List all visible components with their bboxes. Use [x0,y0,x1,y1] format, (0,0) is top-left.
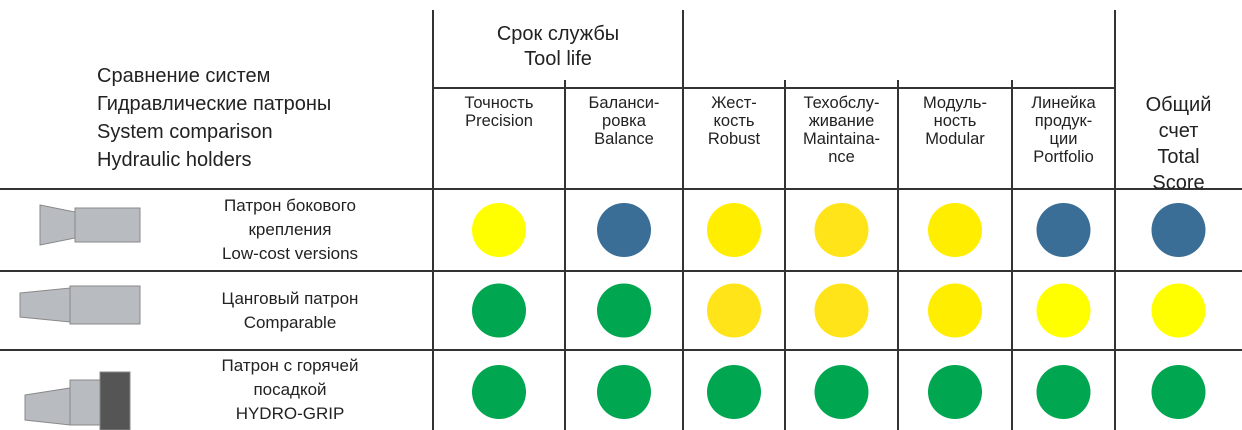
text-line: Hydraulic holders [97,149,252,171]
text-line: продук- [1034,112,1093,130]
rating-dot [707,203,761,257]
rating-dot [1151,283,1206,338]
text-line: живание [808,112,875,130]
text-line: Гидравлические патроны [97,93,332,115]
text-line: Portfolio [1033,148,1094,166]
text-line: Техобслу- [803,94,880,112]
text-line: ровка [602,112,646,130]
row-label: Патрон с горячей посадкой HYDRO-GRIP [160,354,420,426]
text-line: Жест- [711,94,757,112]
rating-dot [597,203,651,257]
text-line: ность [933,112,977,130]
column-header: Точность Precision [433,94,565,130]
rating-dot [814,203,869,257]
rating-dot [814,283,869,338]
column-header: Модуль-ность Modular [898,94,1012,148]
column-header: Баланси-ровка Balance [565,94,683,148]
rating-dot [472,283,526,338]
column-header: Техобслу-живание Maintaina-nce [785,94,898,166]
text-line: Срок службы [496,23,620,45]
text-line: крепления [248,220,332,239]
text-line: Сравнение систем [97,65,271,87]
tool-image [19,204,141,430]
text-line: Точность [464,94,534,112]
text-line: System comparison [97,121,273,143]
rating-dot [928,365,982,419]
text-line: ции [1049,130,1078,148]
rating-dot [707,283,761,338]
rating-dot [814,365,869,419]
text-line: Comparable [243,312,337,332]
rating-dot [1151,203,1206,257]
column-header: Жест-кость Robust [683,94,785,148]
title: Сравнение систем Гидравлические патроны Sy… [97,62,331,174]
text-line: Modular [925,130,985,148]
text-line: HYDRO-GRIP [235,404,345,423]
text-line: Модуль- [923,94,987,112]
text-line: Баланси- [588,94,660,112]
text-line: Maintaina- [802,130,881,148]
text-line: Патрон бокового [224,196,356,215]
row-label: Цанговый патрон Comparable [160,287,420,335]
rating-dot [928,203,982,257]
rating-dot [597,283,651,338]
text-line: Патрон с горячей [221,356,359,375]
rating-dot [707,365,761,419]
text-line: Robust [707,130,761,148]
column-header: Линейка продук-ции Portfolio [1012,94,1115,166]
rating-dot [1036,283,1091,338]
text-line: кость [713,112,755,130]
text-line: счет [1158,120,1199,142]
text-line: посадкой [253,380,327,399]
text-line: Low-cost versions [221,244,359,263]
text-line: Total [1157,146,1200,168]
total-header: Общий счет Total Score [1115,92,1242,196]
text-line: Общий [1145,94,1212,116]
text-line: nce [828,148,855,166]
rating-dot [1036,365,1091,419]
rating-dot [472,203,526,257]
text-line: Balance [594,130,654,148]
rating-dot [928,283,982,338]
rating-dot [472,365,526,419]
text-line: Линейка [1031,94,1096,112]
text-line: Цанговый патрон [221,288,359,308]
text-line: Tool life [524,48,592,70]
rating-dot [1036,203,1091,257]
rating-dot [597,365,651,419]
text-line: Precision [465,112,533,130]
rating-dot [1151,365,1206,419]
group-label: Срок службы Tool life [433,22,683,72]
row-label: Патрон бокового крепления Low-cost version… [160,194,420,266]
text-line: Score [1152,172,1205,194]
